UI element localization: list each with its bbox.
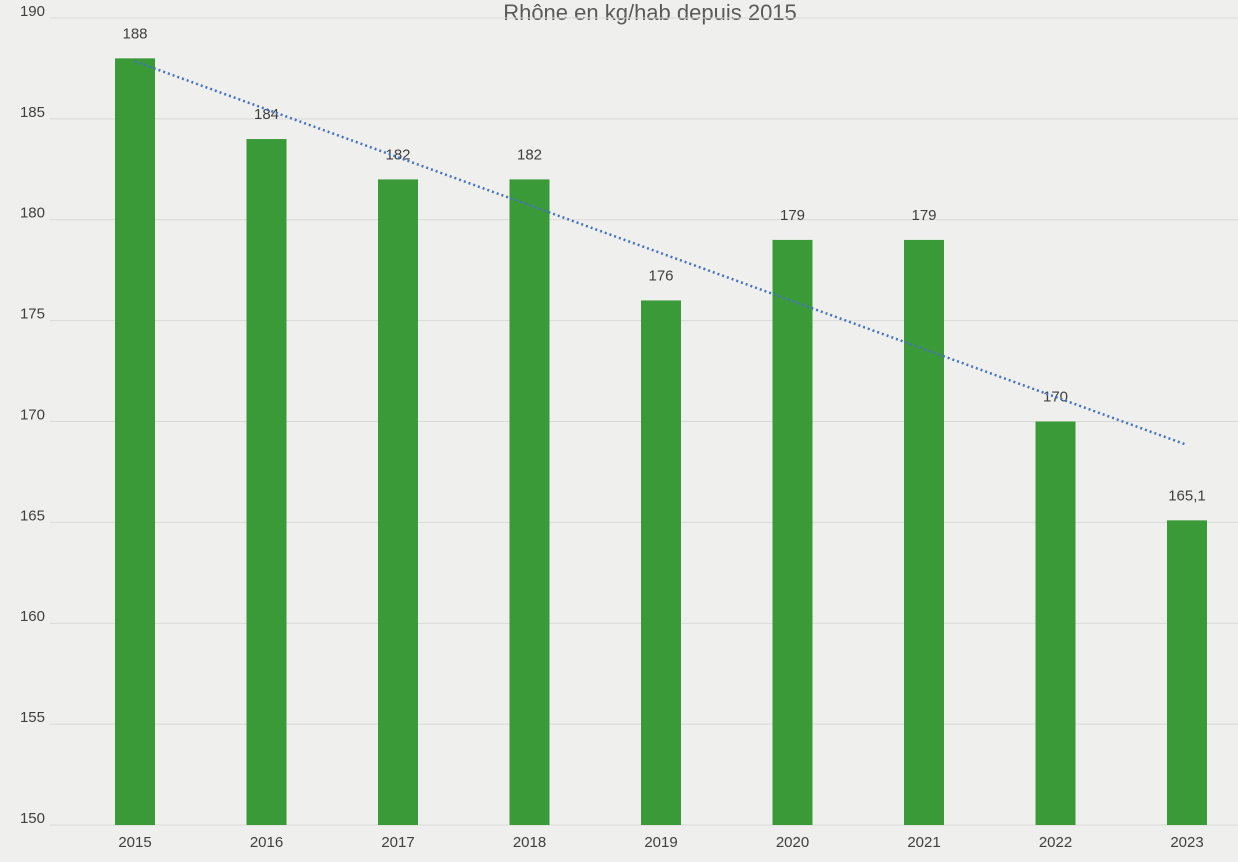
bar <box>1167 520 1207 825</box>
bar <box>641 300 681 825</box>
y-tick-label: 185 <box>20 104 45 121</box>
y-tick-label: 165 <box>20 507 45 524</box>
y-tick-label: 175 <box>20 306 45 323</box>
data-label: 170 <box>1043 388 1068 405</box>
bar <box>772 239 813 826</box>
x-tick-label: 2023 <box>1170 834 1203 851</box>
y-tick-label: 180 <box>20 205 45 222</box>
y-tick-label: 190 <box>20 3 45 20</box>
data-label: 179 <box>780 207 805 224</box>
x-tick-label: 2021 <box>907 834 940 851</box>
x-tick-label: 2019 <box>644 834 677 851</box>
bar <box>1035 421 1076 825</box>
bar <box>509 179 550 825</box>
y-tick-label: 160 <box>20 608 45 625</box>
x-tick-label: 2020 <box>776 834 809 851</box>
y-tick-label: 170 <box>20 406 45 423</box>
x-tick-label: 2017 <box>381 834 414 851</box>
data-label: 165,1 <box>1168 487 1206 504</box>
data-label: 184 <box>254 106 279 123</box>
x-tick-label: 2018 <box>513 834 546 851</box>
data-label: 176 <box>648 267 673 284</box>
x-tick-label: 2015 <box>118 834 151 851</box>
trendline <box>134 60 1188 447</box>
bar <box>246 139 287 826</box>
bar <box>378 179 418 825</box>
y-tick-label: 155 <box>20 709 45 726</box>
bar <box>904 239 944 826</box>
x-tick-label: 2016 <box>250 834 283 851</box>
x-tick-label: 2022 <box>1039 834 1072 851</box>
data-label: 182 <box>517 146 542 163</box>
data-label: 188 <box>122 25 147 42</box>
chart-title: Rhône en kg/hab depuis 2015 <box>503 0 797 25</box>
y-tick-label: 150 <box>20 810 45 827</box>
data-label: 179 <box>911 207 936 224</box>
bar <box>115 58 155 826</box>
